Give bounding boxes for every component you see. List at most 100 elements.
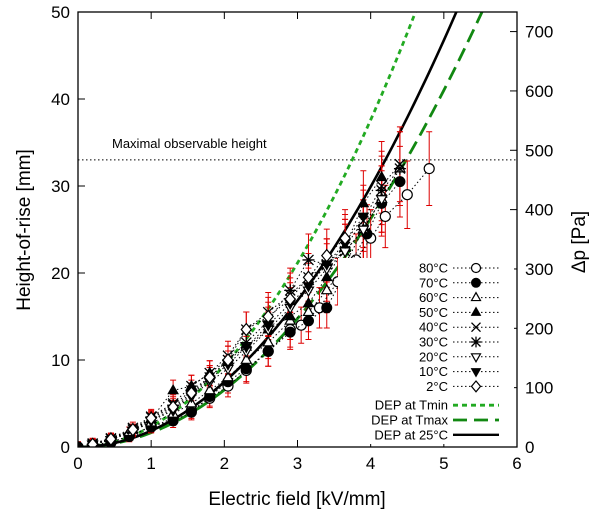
point-70C [284,326,296,338]
y2-tick-label: 0 [525,438,534,457]
point-70C [302,315,314,327]
series-line-2C [92,237,346,445]
point-50C [167,383,179,395]
point-60C [221,370,235,382]
legend-marker [471,322,481,333]
point-30C [284,284,297,297]
point-2C [339,231,351,246]
point-2C [127,422,139,437]
x-tick-label: 6 [512,454,521,473]
point-70C [321,302,333,314]
point-60C [262,335,275,347]
legend-marker [470,380,482,393]
point-2C [240,322,253,337]
legend: 80°C70°C60°C50°C40°C30°C20°C10°C2°C DEP a… [338,258,514,444]
y2-tick-label: 300 [525,260,553,279]
legend-marker [470,336,482,348]
legend-marker [470,291,482,302]
x-tick-label: 3 [293,454,302,473]
y-axis-title: Height-of-rise [mm] [14,149,35,311]
legend-label: 30°C [419,335,448,350]
y-tick-label: 50 [51,3,70,22]
point-70C [185,406,197,418]
y2-axis-title: Δp [Pa] [569,211,590,273]
x-tick-label: 0 [73,454,82,473]
point-50C [375,170,388,182]
point-80C [423,163,435,175]
point-20C [357,225,370,237]
x-tick-label: 2 [220,454,229,473]
point-50C [320,270,333,282]
legend-label: DEP at 25°C [374,427,448,442]
point-60C [320,283,333,295]
y-tick-label: 20 [51,264,70,283]
point-70C [394,176,406,188]
y-tick-label: 30 [51,177,70,196]
y2-tick-label: 200 [525,319,553,338]
x-tick-label: 1 [146,454,155,473]
y2-tick-label: 400 [525,201,553,220]
series-line-10C [92,216,364,445]
point-30C [393,162,406,175]
point-70C [262,345,274,357]
point-2C [145,411,157,426]
point-2C [284,292,296,307]
legend-label: 40°C [419,320,448,335]
legend-label: 60°C [419,290,448,305]
legend-label: 2°C [426,379,448,394]
point-60C [302,305,315,317]
point-30C [375,184,388,197]
point-20C [375,195,388,206]
point-50C [284,309,297,321]
point-60C [203,383,216,395]
point-2C [222,353,234,367]
y2-tick-label: 500 [525,141,553,160]
point-2C [302,270,315,285]
point-2C [320,248,333,263]
point-2C [262,309,275,324]
point-30C [240,336,253,349]
legend-label: 50°C [419,305,448,320]
legend-marker [470,306,482,316]
point-10C [357,212,370,223]
point-80C [379,210,391,223]
annotation-max-height: Maximal observable height [112,136,267,151]
series-line-20C [92,198,383,445]
point-70C [240,363,252,375]
legend-marker [471,277,481,288]
y2-tick-label: 600 [525,82,553,101]
point-30C [302,253,315,266]
markers-layer [78,158,435,447]
legend-label: DEP at Tmin [375,398,448,413]
point-60C [240,353,253,364]
y2-tick-label: 100 [525,379,553,398]
point-2C [105,432,117,447]
legend-label: 10°C [419,364,448,379]
point-2C [86,437,99,447]
point-50C [302,296,315,308]
y-tick-label: 10 [51,351,70,370]
legend-marker [470,353,482,363]
point-10C [240,343,253,354]
x-axis-title: Electric field [kV/mm] [208,489,385,510]
legend-background [338,258,514,444]
legend-label: 20°C [419,349,448,364]
point-50C [357,196,370,208]
y2-tick-label: 700 [525,23,553,42]
legend-label: DEP at Tmax [371,413,448,428]
x-tick-label: 5 [439,454,448,473]
legend-label: 70°C [419,275,448,290]
x-tick-label: 4 [366,454,375,473]
point-80C [401,189,413,201]
legend-marker [470,262,482,274]
y-tick-label: 40 [51,90,70,109]
point-2C [167,400,179,414]
point-2C [203,370,216,385]
y-tick-label: 0 [61,438,70,457]
point-2C [185,386,198,400]
legend-label: 80°C [419,261,448,276]
point-70C [78,441,84,447]
legend-marker [470,368,482,378]
